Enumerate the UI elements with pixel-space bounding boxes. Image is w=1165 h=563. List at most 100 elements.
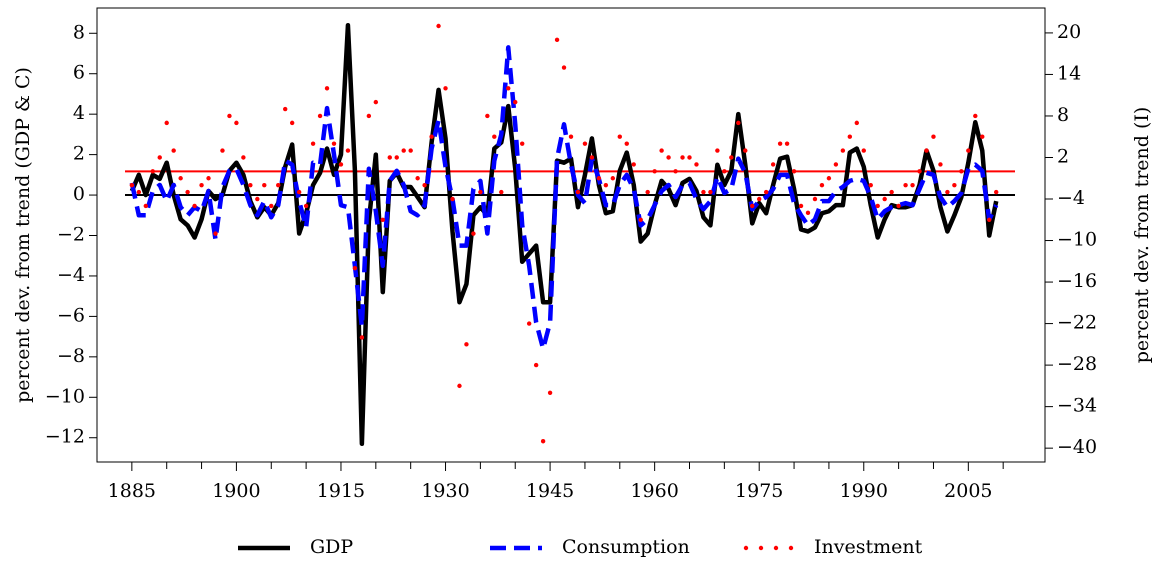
- data-point: [561, 65, 567, 70]
- data-point: [770, 162, 776, 167]
- data-point: [533, 362, 539, 368]
- data-point: [847, 134, 853, 139]
- data-point: [624, 141, 629, 146]
- data-point: [129, 182, 135, 188]
- data-point: [450, 196, 455, 202]
- legend-swatch: [773, 545, 779, 551]
- data-point: [596, 176, 602, 181]
- data-point: [924, 148, 929, 153]
- data-point: [722, 169, 727, 174]
- y-tick-label: −2: [57, 224, 85, 246]
- data-point: [143, 203, 148, 209]
- data-point: [289, 120, 295, 126]
- data-point: [777, 141, 783, 146]
- data-point: [136, 189, 142, 195]
- data-point: [638, 217, 643, 222]
- data-point: [547, 390, 553, 395]
- data-point: [931, 134, 936, 139]
- legend-label: Investment: [814, 536, 923, 558]
- data-point: [485, 113, 490, 119]
- data-point: [708, 189, 713, 195]
- data-point: [394, 155, 399, 160]
- data-point: [959, 169, 964, 174]
- x-tick-label: 1885: [108, 480, 156, 502]
- data-point: [750, 203, 755, 209]
- data-point: [178, 176, 183, 181]
- data-point: [694, 162, 699, 167]
- data-point: [415, 176, 420, 181]
- data-point: [805, 210, 811, 216]
- data-point: [331, 141, 337, 146]
- data-point: [338, 162, 344, 167]
- data-point: [973, 113, 978, 119]
- y-tick-label: 0: [73, 183, 85, 205]
- data-point: [945, 189, 950, 195]
- data-point: [980, 134, 985, 139]
- data-point: [526, 321, 532, 326]
- x-tick-label: 2005: [944, 480, 992, 502]
- data-point: [157, 155, 162, 160]
- data-point: [408, 148, 413, 153]
- y2-tick-label: 20: [1057, 21, 1081, 43]
- data-point: [659, 148, 664, 153]
- x-tick-label: 1960: [630, 480, 678, 502]
- data-point: [819, 182, 825, 188]
- y-axis-label: percent dev. from trend (GDP & C): [12, 67, 34, 403]
- data-point: [283, 106, 288, 112]
- data-point: [317, 113, 323, 119]
- y2-tick-label: −28: [1057, 353, 1097, 375]
- y2-tick-label: −4: [1057, 187, 1085, 209]
- data-point: [791, 169, 797, 174]
- plot-frame: [96, 7, 1046, 463]
- data-point: [812, 196, 818, 202]
- y-tick-label: −4: [57, 264, 85, 286]
- y-tick-label: −12: [45, 426, 85, 448]
- data-point: [833, 162, 839, 167]
- legend-label: Consumption: [562, 536, 690, 558]
- data-point: [310, 141, 316, 146]
- y2-tick-label: −34: [1057, 395, 1097, 417]
- data-point: [429, 134, 434, 139]
- data-point: [241, 155, 246, 160]
- data-point: [715, 148, 720, 153]
- data-point: [366, 113, 372, 119]
- x-tick-label: 1990: [840, 480, 888, 502]
- data-point: [234, 120, 239, 126]
- data-point: [213, 231, 218, 236]
- data-point: [854, 120, 859, 126]
- data-point: [471, 231, 476, 236]
- data-point: [743, 148, 748, 153]
- data-point: [345, 148, 351, 153]
- data-point: [276, 182, 281, 188]
- legend-swatch: [758, 545, 764, 551]
- y-tick-label: 2: [73, 143, 85, 165]
- data-point: [227, 113, 232, 119]
- data-point: [763, 189, 769, 195]
- data-point: [457, 383, 462, 389]
- data-point: [373, 99, 379, 105]
- x-tick-label: 1930: [421, 480, 469, 502]
- data-point: [324, 86, 330, 91]
- y-tick-label: −8: [57, 345, 85, 367]
- data-point: [666, 155, 671, 160]
- data-point: [492, 134, 497, 139]
- data-point: [938, 162, 943, 167]
- legend-label: GDP: [310, 536, 353, 558]
- y-tick-label: −10: [45, 385, 85, 407]
- data-point: [582, 141, 588, 146]
- legend-swatch: [788, 545, 794, 551]
- data-point: [875, 203, 880, 209]
- data-point: [673, 169, 678, 174]
- data-point: [757, 196, 762, 202]
- data-point: [687, 155, 692, 160]
- data-point: [631, 162, 636, 167]
- data-point: [359, 335, 365, 340]
- data-point: [436, 23, 441, 29]
- y2-axis-label: percent dev. from trend (I): [1131, 107, 1153, 364]
- data-point: [513, 99, 518, 105]
- series-line: [129, 45, 999, 351]
- data-point: [199, 182, 204, 188]
- x-tick-label: 1975: [735, 480, 783, 502]
- data-point: [826, 176, 832, 181]
- data-point: [952, 182, 957, 188]
